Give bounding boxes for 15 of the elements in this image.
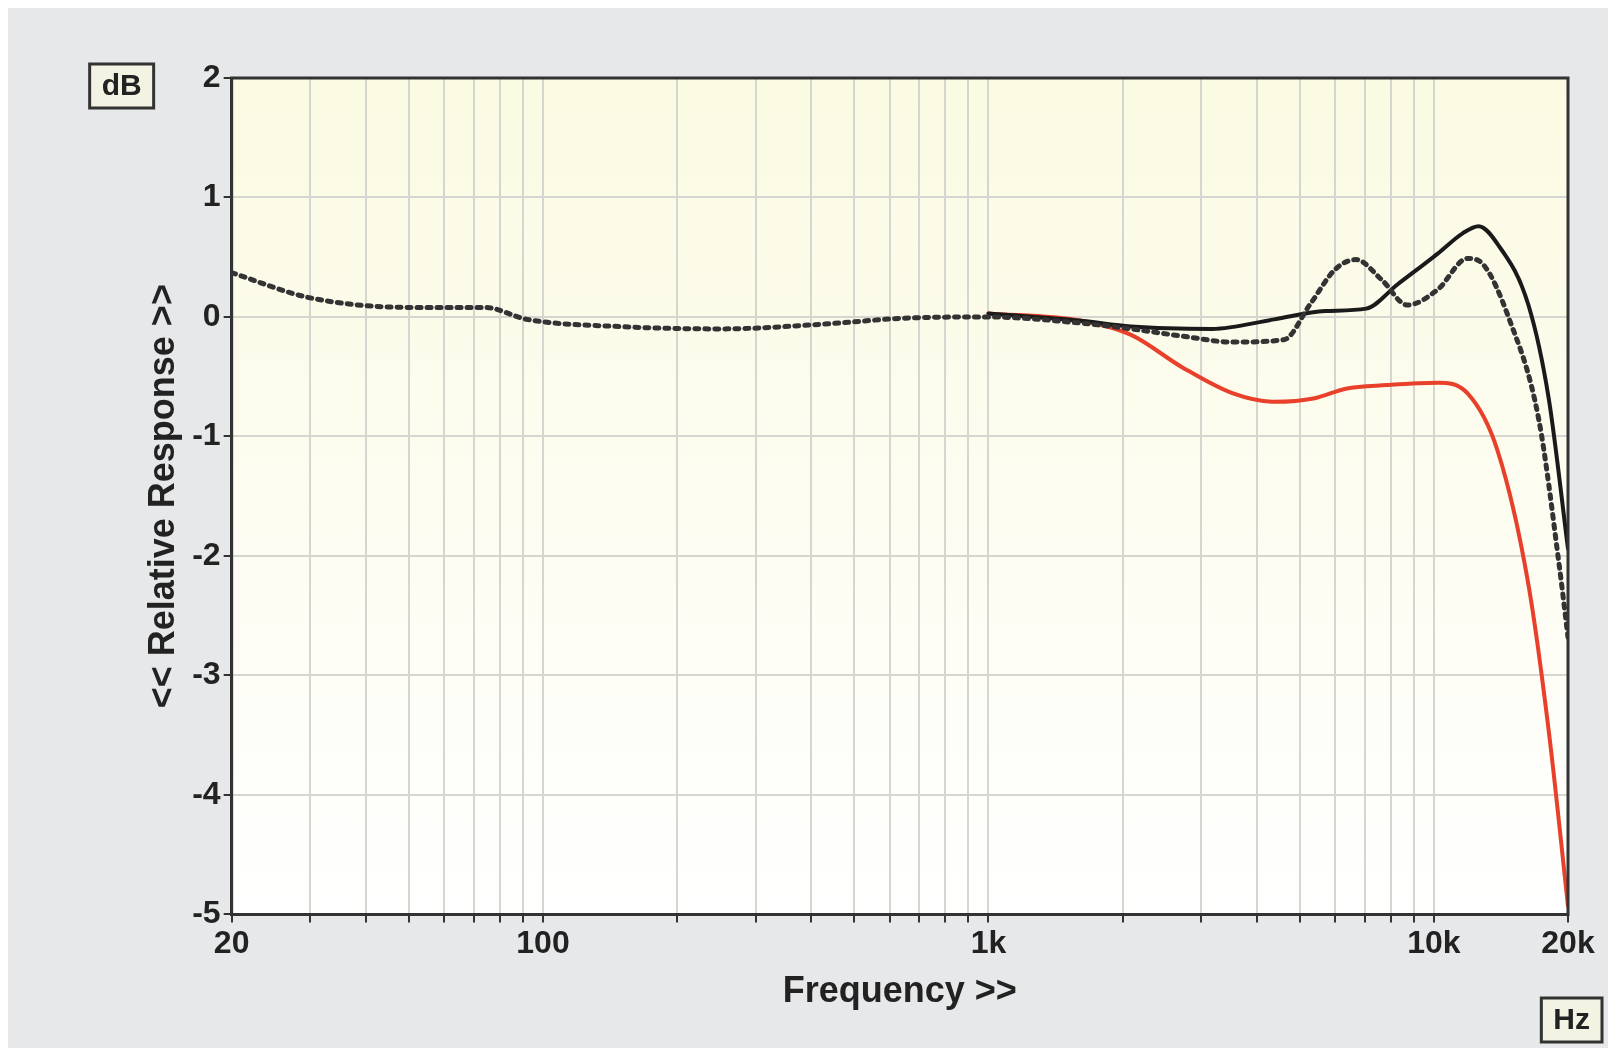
x-tick-label: 20k (1541, 924, 1595, 961)
y-tick-label: -3 (192, 655, 221, 692)
y-tick-label: 1 (202, 177, 221, 214)
x-tick-label: 100 (516, 924, 570, 961)
x-axis-title: Frequency >> (782, 969, 1017, 1011)
y-tick-label: 0 (202, 296, 221, 333)
y-tick-label: 2 (202, 57, 221, 94)
text: Hz (1553, 1002, 1590, 1036)
y-tick-label: -1 (192, 416, 221, 453)
y-axis-title: << Relative Response >> (140, 284, 182, 709)
y-tick-label: -2 (192, 535, 221, 572)
x-tick-label: 10k (1407, 924, 1461, 961)
x-tick-label: 1k (970, 924, 1007, 961)
text: dB (101, 68, 142, 102)
y-tick-label: -4 (192, 774, 221, 811)
